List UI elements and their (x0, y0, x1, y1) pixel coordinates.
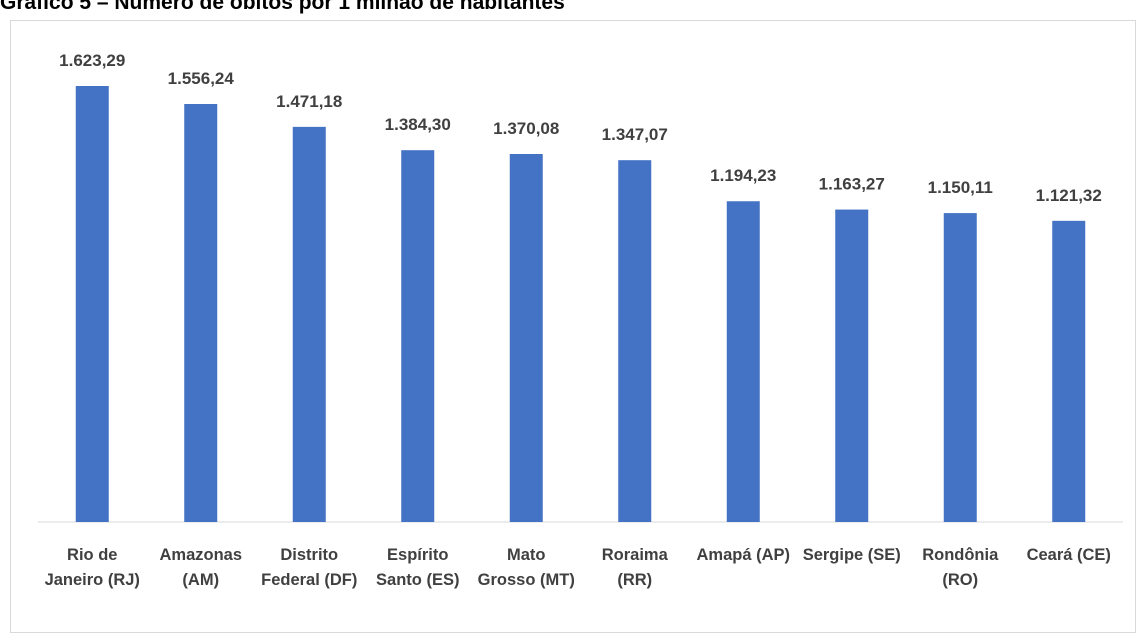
data-label: 1.150,11 (928, 178, 993, 197)
data-label: 1.194,23 (710, 166, 776, 185)
bar (1052, 220, 1086, 523)
x-tick-label: Sergipe (SE) (802, 546, 901, 564)
bar (401, 150, 435, 522)
x-tick-label: Rondônia (RO) (922, 546, 999, 589)
x-tick-label: Distrito Federal (DF) (261, 546, 358, 589)
bar (509, 154, 543, 522)
bar (184, 104, 218, 523)
data-label: 1.471,18 (276, 92, 342, 111)
bar (943, 213, 977, 523)
x-tick-label: Mato Grosso (MT) (477, 546, 575, 589)
bar (292, 126, 326, 522)
bar (618, 160, 652, 523)
data-label: 1.347,07 (602, 125, 668, 144)
data-label: 1.163,27 (819, 175, 885, 194)
data-label: 1.623,29 (59, 51, 125, 70)
x-tick-label: Roraima (RR) (601, 546, 668, 589)
data-label: 1.121,32 (1036, 186, 1102, 205)
data-label: 1.556,24 (168, 69, 235, 88)
bar (75, 86, 109, 522)
x-tick-label: Ceará (CE) (1026, 546, 1111, 564)
chart-title: Gráfico 5 – Número de óbitos por 1 milhã… (0, 0, 565, 14)
bar (726, 201, 760, 522)
x-tick-label: Amazonas (AM) (159, 546, 243, 589)
data-label: 1.370,08 (493, 119, 559, 138)
chart-frame (10, 20, 1136, 633)
x-tick-label: Rio de Janeiro (RJ) (44, 546, 140, 589)
data-label: 1.384,30 (385, 115, 451, 134)
x-tick-label: Espírito Santo (ES) (376, 546, 460, 589)
bar (835, 209, 869, 522)
x-tick-label: Amapá (AP) (696, 546, 790, 564)
